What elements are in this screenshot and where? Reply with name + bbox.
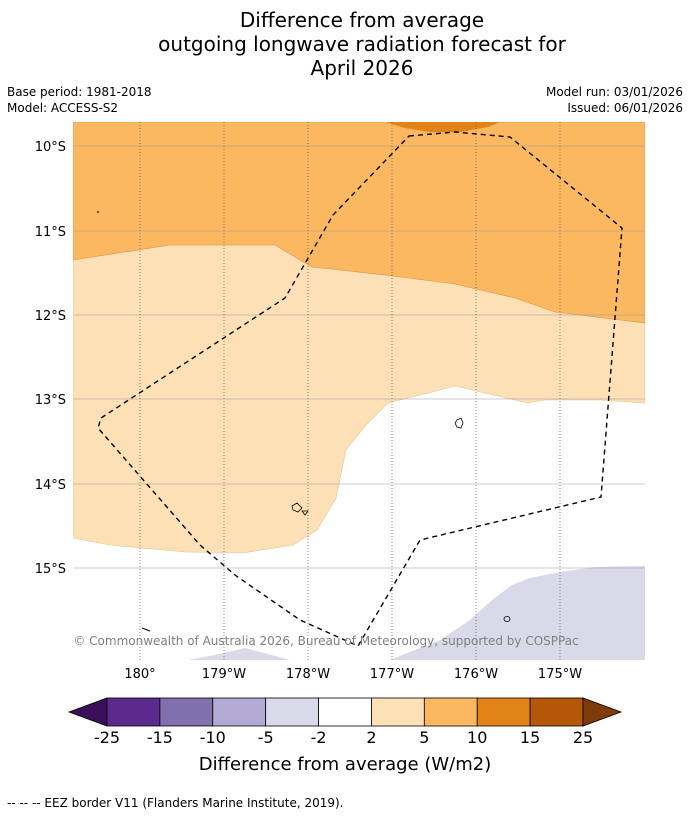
issued-date: Issued: 06/01/2026 <box>567 101 683 115</box>
colorbar-tick-label: 2 <box>366 728 376 747</box>
lat-labels: 10°S 11°S 12°S 13°S 14°S 15°S <box>35 140 66 577</box>
island-dot <box>97 211 99 213</box>
lon-labels: 180° 179°W 178°W 177°W 176°W 175°W <box>124 667 582 682</box>
island-tiny-west <box>141 627 151 632</box>
lat-label-10s: 10°S <box>35 140 66 155</box>
colorbar-tick-label: -25 <box>94 728 120 747</box>
colorbar-swatch <box>265 697 319 727</box>
colorbar-tick-label: 10 <box>467 728 487 747</box>
eez-border <box>97 131 623 647</box>
anomaly-region-10-to-15 <box>385 122 500 132</box>
meta-left: Base period: 1981-2018 Model: ACCESS-S2 <box>7 84 152 116</box>
colorbar-swatch <box>212 697 267 727</box>
colorbar: -25 -15 -10 -5 -2 2 5 10 15 25 <box>67 697 623 747</box>
island-futuna <box>291 502 309 516</box>
lat-gridlines <box>73 145 645 569</box>
anomaly-region-5-to-10 <box>73 122 645 324</box>
colorbar-extend-high <box>582 697 623 727</box>
lat-label-14s: 14°S <box>35 478 66 493</box>
title-line-3: April 2026 <box>310 56 414 80</box>
colorbar-label: Difference from average (W/m2) <box>199 754 491 775</box>
island-small-south <box>503 616 511 622</box>
lon-label-177w: 177°W <box>370 667 414 682</box>
colorbar-tick-label: -2 <box>311 728 327 747</box>
island-wallis <box>454 417 464 429</box>
lon-label-176w: 176°W <box>454 667 498 682</box>
lat-label-12s: 12°S <box>35 309 66 324</box>
lat-label-11s: 11°S <box>35 225 66 240</box>
title-line-1: Difference from average <box>239 8 485 32</box>
map-plot-area: © Commonwealth of Australia 2026, Bureau… <box>73 122 645 660</box>
lat-label-13s: 13°S <box>35 393 66 408</box>
model-run: Model run: 03/01/2026 <box>545 85 683 99</box>
colorbar-swatch <box>371 697 425 727</box>
colorbar-tick-label: -5 <box>258 728 274 747</box>
meta-right: Model run: 03/01/2026 Issued: 06/01/2026 <box>546 84 683 116</box>
colorbar-tick-label: 15 <box>520 728 540 747</box>
colorbar-swatch <box>106 697 161 727</box>
base-period: Base period: 1981-2018 <box>7 85 152 99</box>
lat-label-15s: 15°S <box>35 562 66 577</box>
eez-legend: -- -- -- EEZ border V11 (Flanders Marine… <box>7 796 344 810</box>
colorbar-tick-label: 5 <box>419 728 429 747</box>
lon-label-179w: 179°W <box>202 667 246 682</box>
colorbar-swatch <box>476 697 531 727</box>
colorbar-swatch <box>423 697 478 727</box>
lon-label-178w: 178°W <box>286 667 330 682</box>
colorbar-tick-label: -10 <box>200 728 226 747</box>
title-line-2: outgoing longwave radiation forecast for <box>158 32 566 56</box>
copyright-notice: © Commonwealth of Australia 2026, Bureau… <box>73 634 578 648</box>
colorbar-swatch <box>159 697 214 727</box>
colorbar-swatch <box>318 697 372 727</box>
model-name: Model: ACCESS-S2 <box>7 101 119 115</box>
lon-label-175w: 175°W <box>538 667 582 682</box>
anomaly-region-neg5-to-neg2 <box>390 566 645 660</box>
colorbar-tick-label: 25 <box>573 728 593 747</box>
lon-label-180: 180° <box>124 667 155 682</box>
colorbar-swatch <box>529 697 584 727</box>
colorbar-extend-low <box>67 697 108 727</box>
chart-title: Difference from average outgoing longwav… <box>0 8 690 80</box>
anomaly-region-neg5-to-neg2-small <box>188 648 290 660</box>
colorbar-tick-label: -15 <box>147 728 173 747</box>
